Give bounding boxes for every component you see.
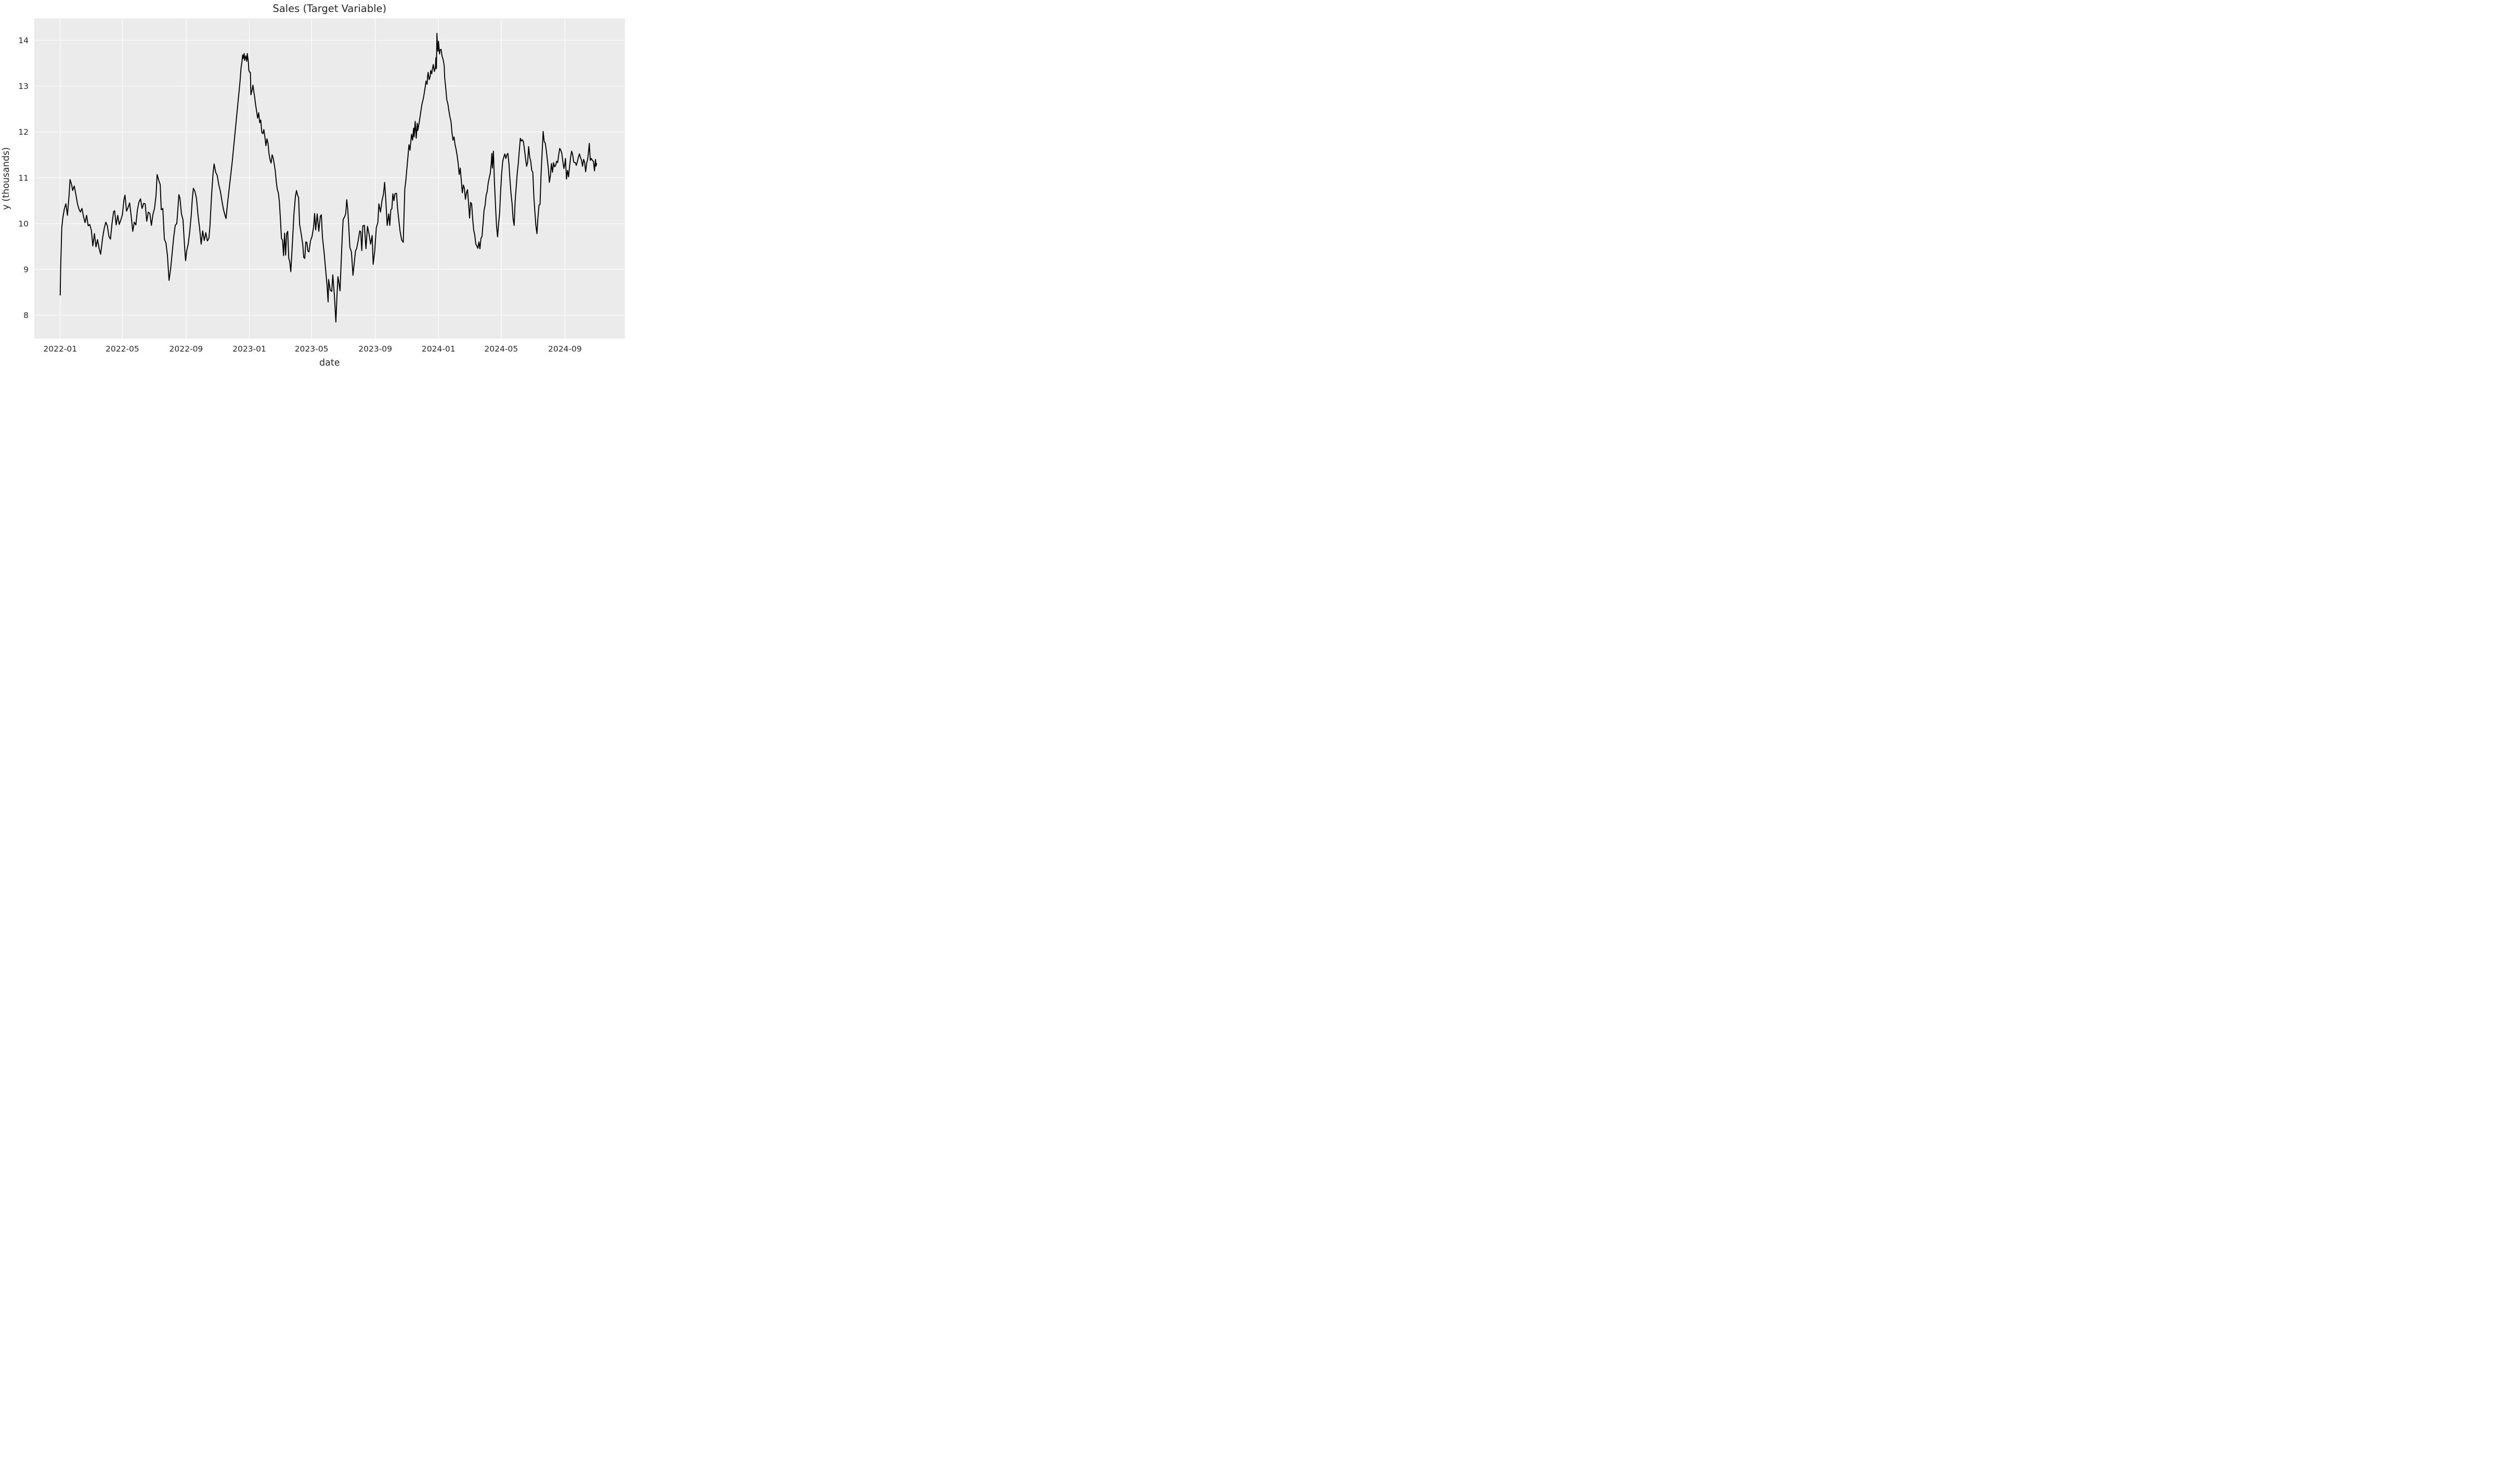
chart-title: Sales (Target Variable) <box>272 3 386 15</box>
y-tick-label: 13 <box>18 82 29 91</box>
sales-chart: 8 9 10 11 12 13 14 2022-01 2022-05 2022-09 2023-0… <box>1 3 625 368</box>
y-tick-label: 12 <box>18 127 29 137</box>
x-tick-label: 2022-01 <box>43 344 77 354</box>
x-tick-label: 2022-09 <box>170 344 203 354</box>
figure: 8 9 10 11 12 13 14 2022-01 2022-05 2022-09 2023-0… <box>0 0 630 370</box>
y-tick-label: 8 <box>23 311 29 320</box>
gridlines <box>34 18 625 339</box>
x-tick-label: 2023-01 <box>232 344 266 354</box>
y-tick-label: 9 <box>23 265 29 274</box>
x-axis-tick-labels: 2022-01 2022-05 2022-09 2023-01 2023-05 2023-… <box>43 344 581 354</box>
x-tick-label: 2023-09 <box>358 344 392 354</box>
x-axis-label: date <box>319 358 340 368</box>
sales-line <box>59 33 597 323</box>
x-tick-label: 2024-09 <box>548 344 582 354</box>
y-axis-tick-labels: 8 9 10 11 12 13 14 <box>18 36 29 320</box>
x-tick-label: 2024-01 <box>422 344 456 354</box>
y-tick-label: 14 <box>18 36 29 45</box>
y-axis-label: y (thousands) <box>1 147 11 210</box>
x-tick-label: 2024-05 <box>484 344 518 354</box>
sales-line-group <box>59 33 597 323</box>
x-tick-label: 2023-05 <box>295 344 329 354</box>
y-tick-label: 10 <box>18 219 29 228</box>
x-tick-label: 2022-05 <box>106 344 139 354</box>
y-tick-label: 11 <box>18 173 29 183</box>
plot-area <box>34 18 625 339</box>
